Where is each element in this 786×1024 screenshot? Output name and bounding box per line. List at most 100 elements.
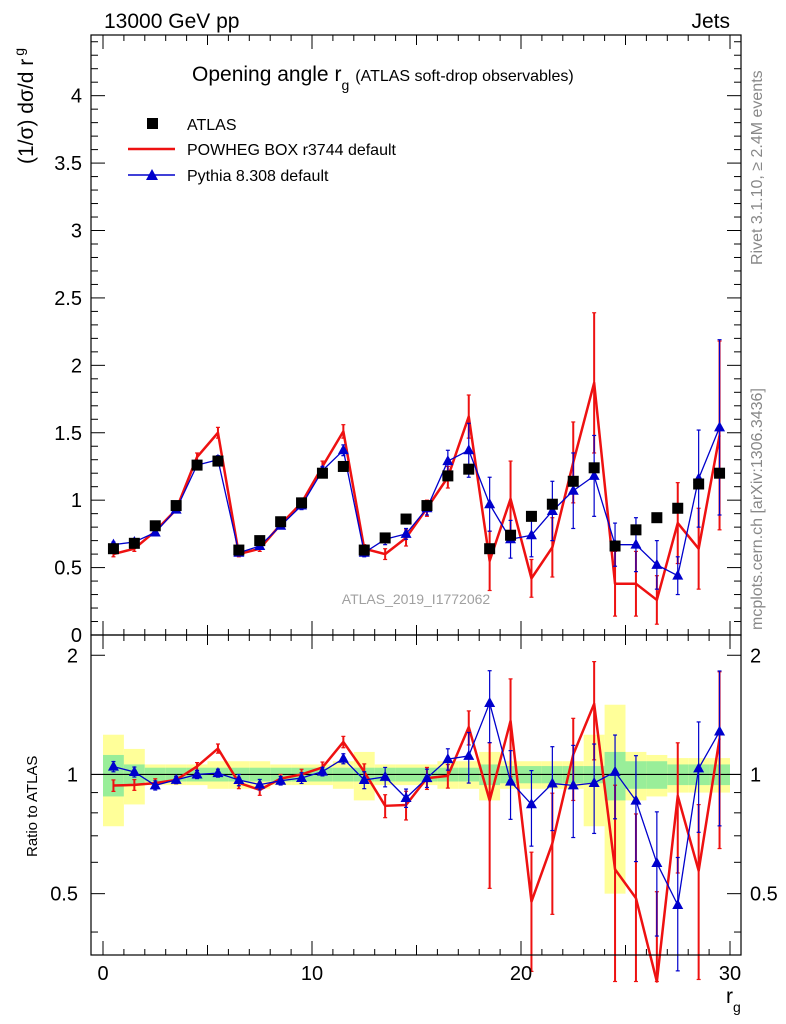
y-tick-label: 1.5	[54, 423, 82, 445]
pythia-ratio-point	[567, 779, 579, 790]
pythia-point	[484, 498, 496, 509]
atlas-point	[421, 500, 433, 512]
pythia-ratio-line	[113, 702, 721, 906]
x-tick-label: 20	[510, 963, 532, 985]
pythia-ratio-point	[525, 798, 537, 809]
pythia-ratio-point	[316, 765, 328, 776]
atlas-point	[254, 535, 266, 547]
powheg-ratio-line	[113, 702, 721, 983]
y-tick-label: 3	[71, 221, 82, 243]
powheg-line	[113, 381, 721, 602]
legend-item-powheg: POWHEG BOX r3744 default	[128, 142, 397, 159]
atlas-point	[233, 544, 245, 556]
ratio-y-tick-label-right: 2	[750, 645, 761, 667]
pythia-ratio-point	[672, 899, 684, 910]
pythia-point	[651, 558, 663, 569]
pythia-ratio-point	[296, 772, 308, 783]
pythia-ratio-point	[442, 753, 454, 764]
pythia-point	[567, 484, 579, 495]
pythia-ratio-point	[212, 767, 224, 778]
atlas-point	[463, 463, 475, 475]
pythia-point	[463, 444, 475, 455]
pythia-ratio-point	[484, 696, 496, 707]
pythia-ratio-point	[546, 777, 558, 788]
legend-item-atlas: ATLAS	[147, 117, 237, 134]
header-left: 13000 GeV pp	[104, 10, 239, 33]
legend: ATLAS POWHEG BOX r3744 default Pythia 8.…	[128, 117, 397, 185]
pythia-ratio-point	[400, 791, 412, 802]
atlas-point	[693, 478, 705, 490]
x-axis-label-sub: g	[733, 999, 741, 1015]
pythia-ratio-point	[191, 768, 203, 779]
pythia-ratio-point	[630, 794, 642, 805]
main-panel	[107, 312, 726, 625]
atlas-point	[588, 462, 600, 474]
y-tick-label: 3.5	[54, 153, 82, 175]
atlas-point	[400, 513, 412, 525]
atlas-point	[358, 544, 370, 556]
legend-item-pythia: Pythia 8.308 default	[128, 168, 329, 185]
atlas-point	[484, 543, 496, 555]
atlas-point	[128, 537, 140, 549]
y-tick-label: 2.5	[54, 288, 82, 310]
ratio-panel	[91, 661, 741, 983]
atlas-point	[170, 500, 182, 512]
ratio-y-tick-label: 2	[67, 645, 78, 667]
atlas-point	[525, 510, 537, 522]
pythia-ratio-point	[505, 775, 517, 786]
x-axis-label-text: r	[726, 985, 733, 1008]
pythia-point	[546, 504, 558, 515]
atlas-point	[316, 467, 328, 479]
main-title-text: Opening angle r	[192, 63, 341, 86]
atlas-point	[149, 520, 161, 532]
atlas-point	[630, 524, 642, 536]
atlas-point	[505, 529, 517, 541]
pythia-ratio-point	[379, 770, 391, 781]
y-axis-label-text: (1/σ) dσ/d r	[15, 59, 38, 164]
pythia-point	[442, 455, 454, 466]
atlas-point	[107, 543, 119, 555]
pythia-ratio-point	[358, 774, 370, 785]
ratio-y-tick-label: 1	[67, 764, 78, 786]
atlas-point	[567, 475, 579, 487]
atlas-point	[296, 497, 308, 509]
y-axis-label: (1/σ) dσ/d r g	[11, 48, 38, 164]
pythia-point	[525, 529, 537, 540]
x-tick-label: 30	[719, 963, 741, 985]
pythia-ratio-point	[463, 749, 475, 760]
legend-label-powheg: POWHEG BOX r3744 default	[187, 142, 397, 159]
pythia-ratio-point	[107, 760, 119, 771]
legend-marker-atlas	[147, 118, 158, 129]
ratio-y-tick-label-right: 0.5	[750, 884, 778, 906]
header-right: Jets	[691, 10, 730, 33]
side-text-mcplots: mcplots.cern.ch [arXiv:1306.3436]	[749, 388, 766, 630]
y-tick-label: 4	[71, 86, 82, 108]
main-title-suffix: (ATLAS soft-drop observables)	[355, 68, 573, 85]
pythia-ratio-point	[254, 778, 266, 789]
pythia-ratio-point	[275, 774, 287, 785]
atlas-point	[191, 459, 203, 471]
pythia-ratio-point	[337, 752, 349, 763]
pythia-ratio-point	[128, 765, 140, 776]
atlas-point	[275, 516, 287, 528]
atlas-point	[672, 502, 684, 514]
legend-label-pythia: Pythia 8.308 default	[187, 168, 329, 185]
analysis-watermark: ATLAS_2019_I1772062	[342, 591, 491, 607]
atlas-point	[212, 455, 224, 467]
atlas-point	[379, 532, 391, 544]
pythia-ratio-point	[651, 856, 663, 867]
legend-marker-pythia	[146, 169, 158, 180]
pythia-point	[337, 444, 349, 455]
ratio-y-tick-label-right: 1	[750, 764, 761, 786]
pythia-ratio-point	[609, 765, 621, 776]
x-axis-label: rg	[726, 985, 741, 1015]
x-tick-label: 0	[97, 963, 108, 985]
y-axis-label-sub: g	[11, 48, 27, 56]
main-title-sub: g	[341, 77, 349, 93]
atlas-point	[714, 467, 726, 479]
atlas-point	[442, 470, 454, 482]
pythia-ratio-point	[588, 776, 600, 787]
ratio-y-tick-label: 0.5	[50, 884, 78, 906]
side-text-rivet: Rivet 3.1.10, ≥ 2.4M events	[749, 70, 766, 265]
